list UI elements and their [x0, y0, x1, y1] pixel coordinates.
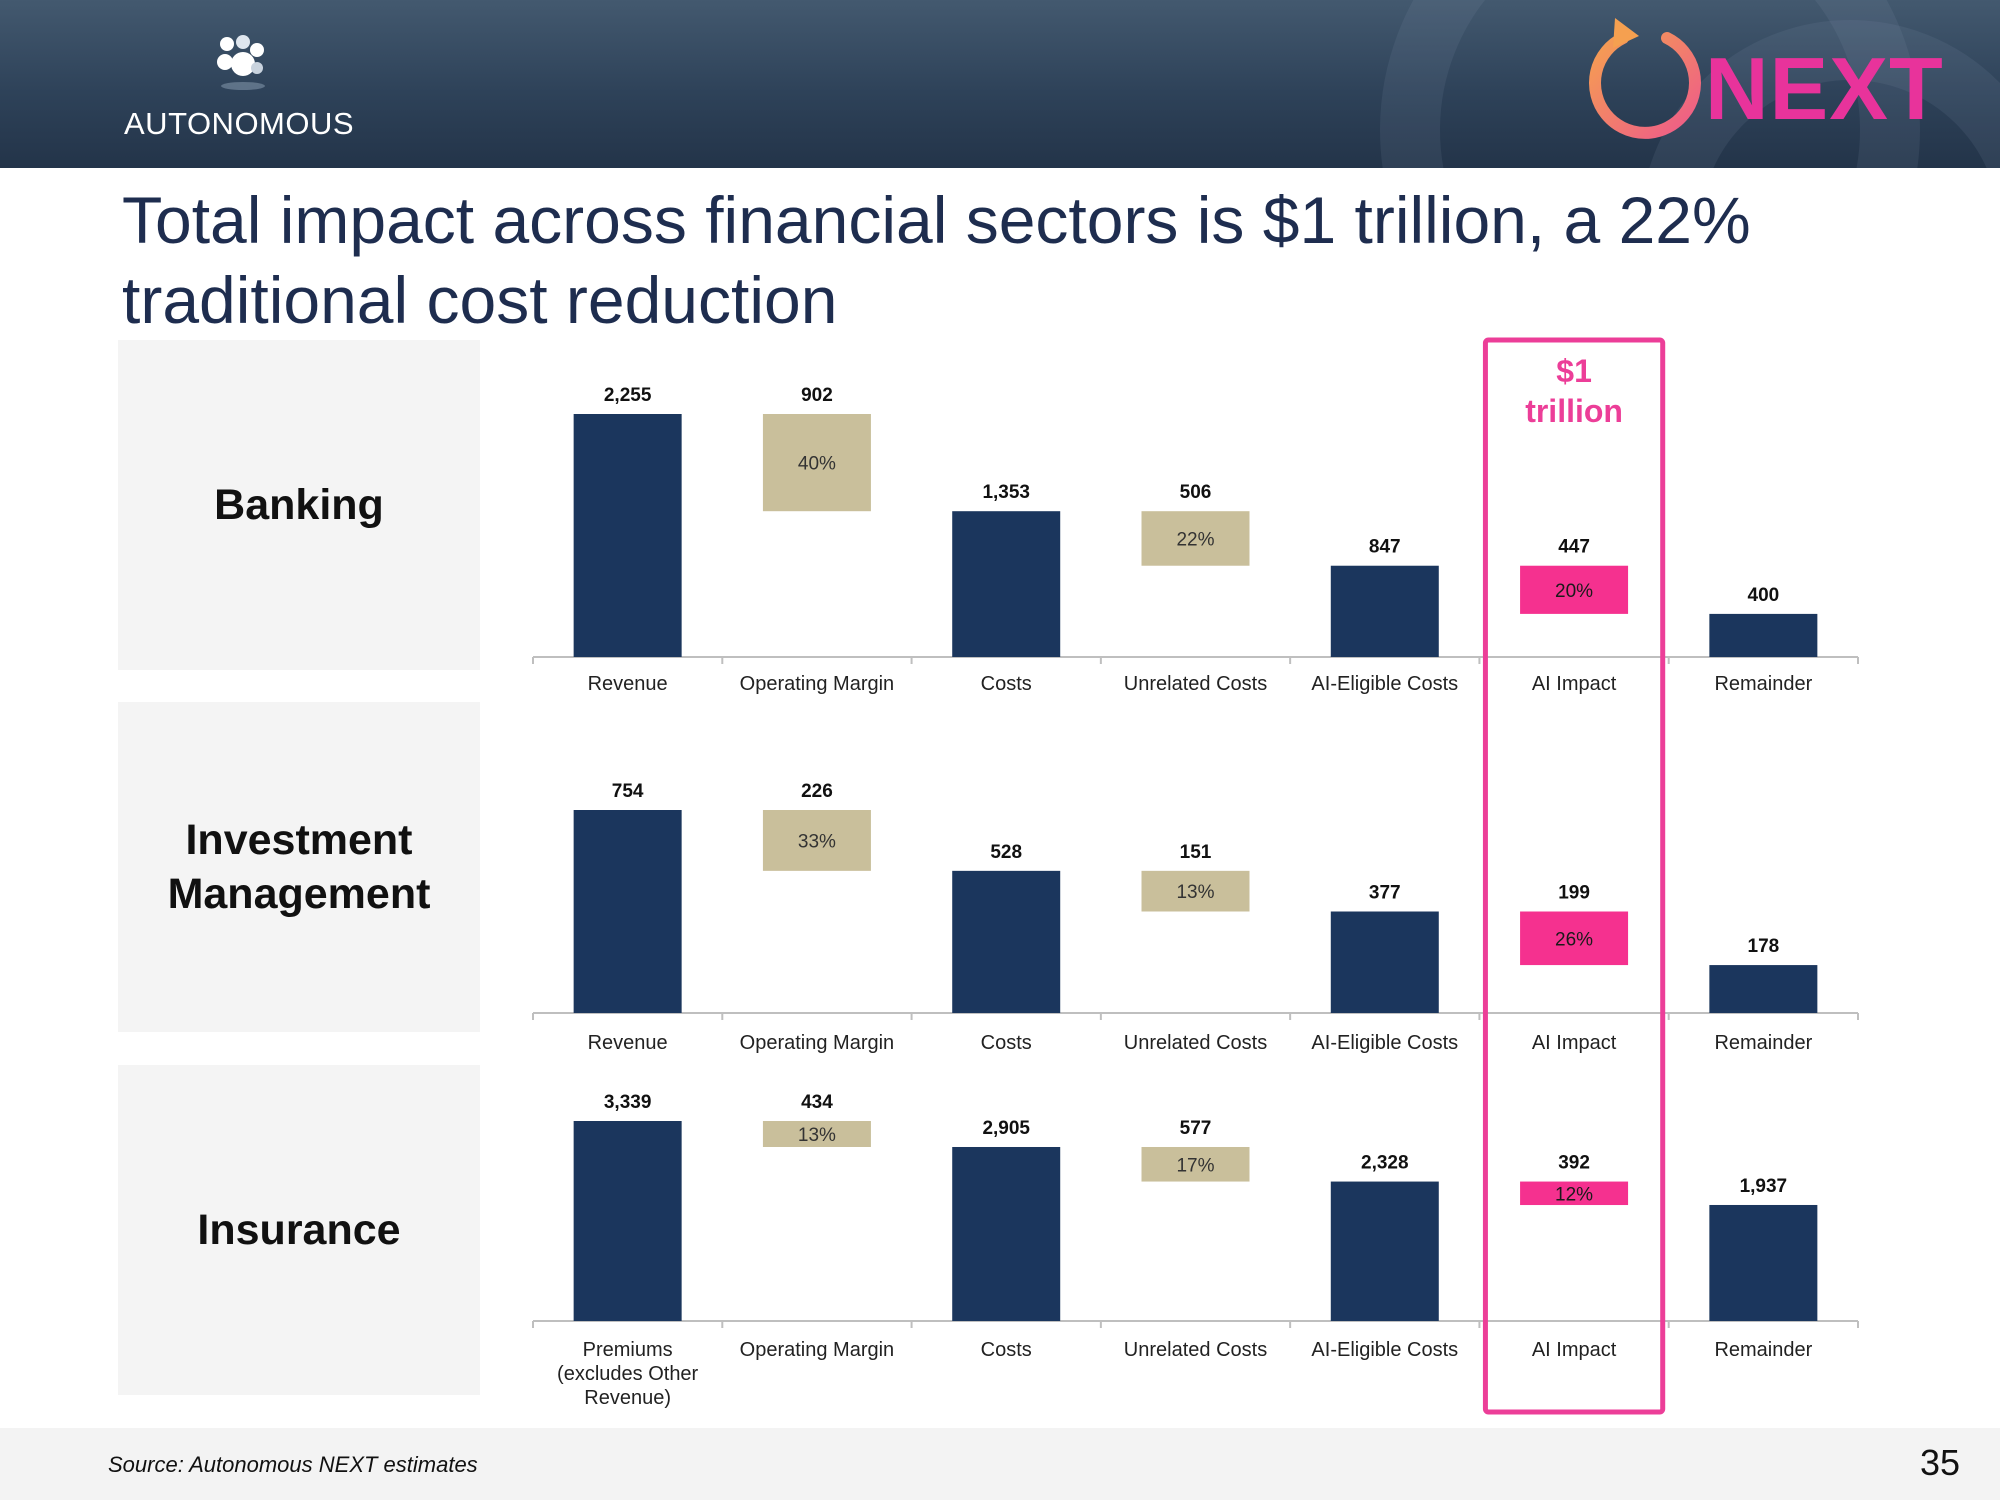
investment-management-bar-2 — [762, 810, 871, 871]
investment-management-category-label-4: Unrelated Costs — [1124, 1032, 1267, 1054]
investment-management-value-label-6: 199 — [1558, 883, 1590, 904]
investment-management-bar-6 — [1520, 911, 1629, 966]
sector-label-banking: Banking — [214, 481, 384, 529]
investment-management-value-label-7: 178 — [1748, 936, 1780, 957]
investment-management-category-label-3: Costs — [981, 1032, 1032, 1054]
insurance-category-label-7: Remainder — [1714, 1339, 1812, 1361]
insurance-value-label-2: 434 — [801, 1092, 833, 1113]
banking-value-label-2: 902 — [801, 385, 833, 406]
banking-bar-5 — [1330, 565, 1439, 657]
insurance-bar-2 — [762, 1121, 871, 1147]
insurance-bar-1 — [573, 1121, 682, 1321]
next-logo: NEXT — [1575, 8, 1943, 158]
insurance-category-label-6: AI Impact — [1532, 1339, 1617, 1361]
insurance-category-label-1: (excludes Other — [557, 1363, 699, 1385]
next-logo-text: NEXT — [1705, 39, 1944, 138]
insurance-value-label-3: 2,905 — [982, 1118, 1030, 1139]
sector-label-insurance: Insurance — [197, 1206, 401, 1254]
brand-name: AUTONOMOUS — [124, 106, 355, 141]
insurance-value-label-5: 2,328 — [1361, 1153, 1409, 1174]
brand-mark-icon — [217, 35, 265, 90]
title-line-2: traditional cost reduction — [122, 263, 838, 337]
investment-management-bar-3 — [952, 870, 1061, 1013]
insurance-category-label-1: Revenue) — [584, 1387, 671, 1409]
banking-category-label-1: Revenue — [588, 673, 668, 695]
sector-label-investment-management: Investment Management — [167, 816, 431, 918]
investment-management-category-label-5: AI-Eligible Costs — [1311, 1032, 1458, 1054]
investment-management-category-label-1: Revenue — [588, 1032, 668, 1054]
insurance-percent-label-6: 12% — [1555, 1184, 1593, 1205]
banking-category-label-6: AI Impact — [1532, 673, 1617, 695]
refresh-ring-icon — [1589, 18, 1701, 139]
insurance-category-label-1: Premiums — [583, 1339, 673, 1361]
investment-management-percent-label-4: 13% — [1176, 882, 1214, 903]
page-number: 35 — [1919, 1442, 1960, 1483]
investment-management-value-label-1: 754 — [612, 781, 644, 802]
investment-management-bar-7 — [1709, 965, 1818, 1013]
sector-panel-investment-management: Investment Management — [118, 702, 480, 1032]
insurance-bar-7 — [1709, 1204, 1818, 1321]
banking-value-label-1: 2,255 — [604, 385, 652, 406]
investment-management-value-label-3: 528 — [990, 842, 1022, 863]
sector-panel-banking: Banking — [118, 340, 480, 670]
banking-value-label-4: 506 — [1180, 482, 1212, 503]
investment-management-value-label-5: 377 — [1369, 883, 1401, 904]
banking-category-label-4: Unrelated Costs — [1124, 673, 1267, 695]
insurance-bar-4 — [1141, 1146, 1250, 1182]
ai-impact-highlight-box — [1482, 337, 1666, 1415]
insurance-bar-3 — [952, 1146, 1061, 1321]
autonomous-logo: AUTONOMOUS — [118, 30, 378, 150]
source-note: Source: Autonomous NEXT estimates — [108, 1452, 478, 1477]
banking-bar-1 — [573, 414, 682, 657]
investment-management-value-label-2: 226 — [801, 781, 833, 802]
footer-bar: Source: Autonomous NEXT estimates 35 — [0, 1428, 2000, 1500]
banking-bar-3 — [952, 511, 1061, 657]
banking-category-label-5: AI-Eligible Costs — [1311, 673, 1458, 695]
investment-management-percent-label-6: 26% — [1555, 929, 1593, 950]
sector-panel-insurance: Insurance — [118, 1065, 480, 1395]
banking-category-label-3: Costs — [981, 673, 1032, 695]
banking-category-label-2: Operating Margin — [740, 673, 895, 695]
banking-bar-6 — [1520, 565, 1629, 614]
title-line-1: Total impact across financial sectors is… — [122, 183, 1751, 257]
investment-management-value-label-4: 151 — [1180, 842, 1212, 863]
insurance-category-label-2: Operating Margin — [740, 1339, 895, 1361]
insurance-category-label-4: Unrelated Costs — [1124, 1339, 1267, 1361]
banking-category-label-7: Remainder — [1714, 673, 1812, 695]
insurance-bar-6 — [1520, 1181, 1629, 1206]
banking-bar-7 — [1709, 613, 1818, 657]
banking-percent-label-2: 40% — [798, 454, 836, 475]
insurance-value-label-7: 1,937 — [1740, 1176, 1788, 1197]
insurance-percent-label-2: 13% — [798, 1125, 836, 1146]
header-banner: AUTONOMOUS NEXT — [0, 0, 2000, 168]
banking-percent-label-4: 22% — [1176, 529, 1214, 550]
investment-management-category-label-7: Remainder — [1714, 1032, 1812, 1054]
investment-management-percent-label-2: 33% — [798, 831, 836, 852]
banking-value-label-7: 400 — [1748, 585, 1780, 606]
insurance-value-label-6: 392 — [1558, 1153, 1590, 1174]
investment-management-bar-4 — [1141, 870, 1250, 912]
banking-value-label-3: 1,353 — [982, 482, 1030, 503]
insurance-category-label-3: Costs — [981, 1339, 1032, 1361]
insurance-value-label-4: 577 — [1180, 1118, 1212, 1139]
slide-title: Total impact across financial sectors is… — [122, 180, 1882, 340]
investment-management-category-label-2: Operating Margin — [740, 1032, 895, 1054]
banking-percent-label-6: 20% — [1555, 581, 1593, 602]
banking-value-label-5: 847 — [1369, 537, 1401, 558]
insurance-bar-5 — [1330, 1181, 1439, 1321]
insurance-category-label-5: AI-Eligible Costs — [1311, 1339, 1458, 1361]
investment-management-bar-5 — [1330, 911, 1439, 1013]
banking-value-label-6: 447 — [1558, 537, 1590, 558]
insurance-percent-label-4: 17% — [1176, 1155, 1214, 1176]
investment-management-bar-1 — [573, 810, 682, 1013]
insurance-value-label-1: 3,339 — [604, 1092, 652, 1113]
highlight-label-amount: $1 — [1556, 353, 1592, 389]
investment-management-category-label-6: AI Impact — [1532, 1032, 1617, 1054]
highlight-label-unit: trillion — [1525, 393, 1623, 429]
banking-bar-2 — [762, 414, 871, 512]
banking-bar-4 — [1141, 511, 1250, 566]
